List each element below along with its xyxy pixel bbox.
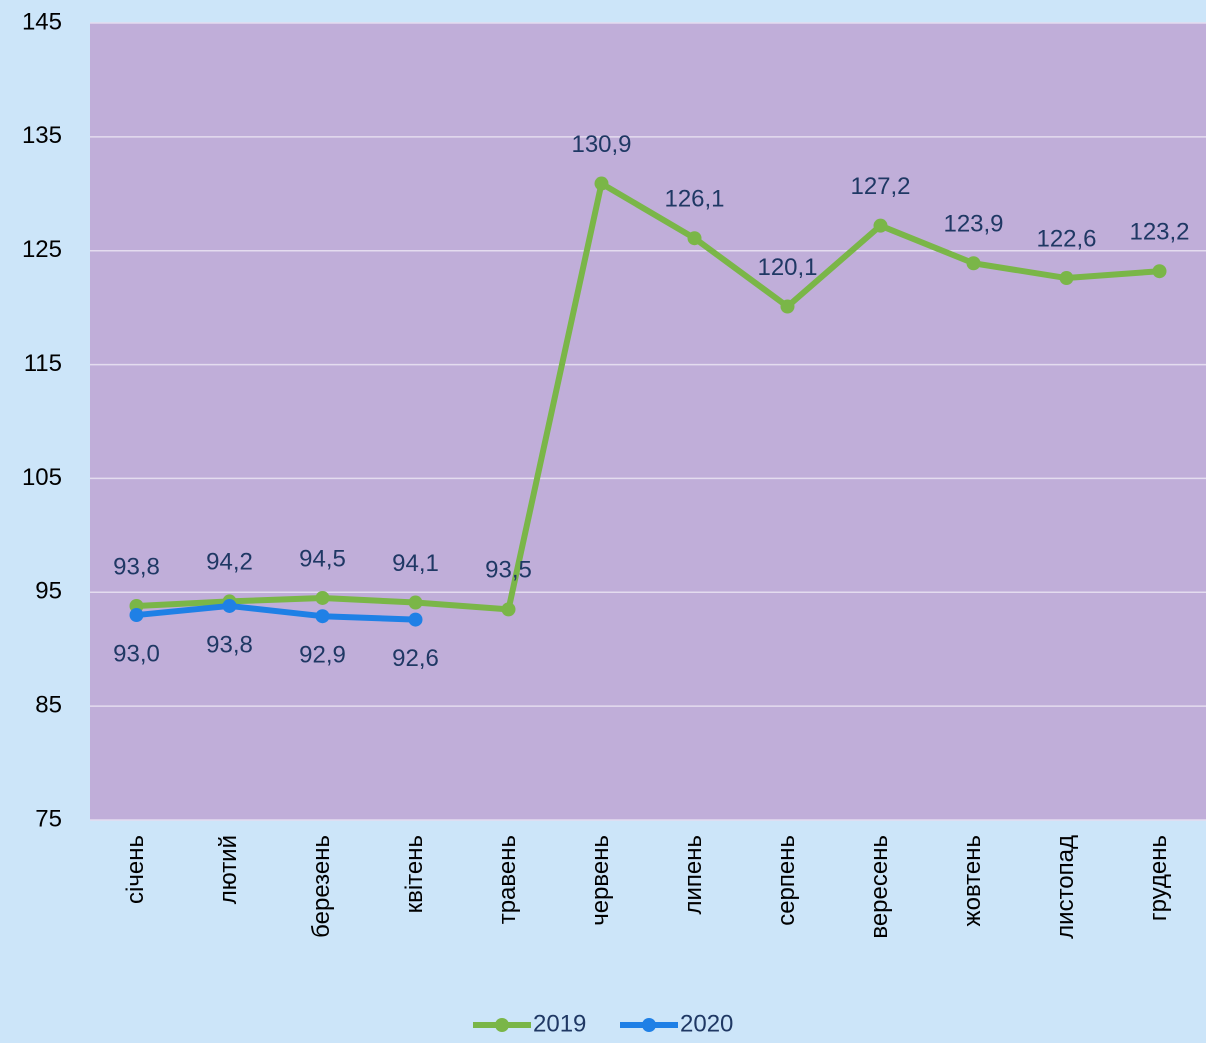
data-label: 122,6 — [1036, 225, 1096, 252]
point — [408, 595, 423, 610]
series-line — [136, 602, 416, 623]
x-tick-label: липень — [680, 835, 707, 915]
data-label: 126,1 — [664, 186, 724, 213]
x-tick-label: грудень — [1145, 835, 1172, 921]
legend-label: 2019 — [533, 1010, 586, 1037]
data-label: 123,2 — [1129, 219, 1189, 246]
data-label: 93,8 — [113, 553, 160, 580]
data-label: 92,9 — [299, 642, 346, 669]
point — [966, 256, 981, 271]
y-tick-label: 85 — [35, 691, 62, 718]
point — [501, 602, 516, 617]
data-label: 120,1 — [757, 254, 817, 281]
point — [594, 176, 609, 191]
data-label: 93,5 — [485, 557, 532, 584]
legend-marker — [642, 1018, 656, 1032]
y-tick-label: 145 — [22, 8, 62, 35]
point — [873, 218, 888, 233]
point — [780, 299, 795, 314]
point — [222, 598, 237, 613]
data-label: 92,6 — [392, 645, 439, 672]
series-line — [136, 180, 1160, 613]
point — [1152, 264, 1167, 279]
x-tick-label: травень — [494, 835, 521, 924]
x-tick-label: листопад — [1052, 835, 1079, 939]
data-label: 93,8 — [206, 631, 253, 658]
data-label: 94,1 — [392, 550, 439, 577]
y-tick-label: 95 — [35, 578, 62, 605]
x-tick-label: лютий — [215, 835, 242, 904]
data-label: 123,9 — [943, 211, 1003, 238]
data-label: 127,2 — [850, 173, 910, 200]
data-label: 94,5 — [299, 545, 346, 572]
y-tick-label: 75 — [35, 805, 62, 832]
point — [408, 612, 423, 627]
x-tick-label: січень — [122, 835, 149, 904]
point — [315, 590, 330, 605]
plot-area — [90, 23, 1206, 820]
legend-marker — [495, 1018, 509, 1032]
y-tick-label: 135 — [22, 122, 62, 149]
y-tick-label: 105 — [22, 464, 62, 491]
data-label: 94,2 — [206, 549, 253, 576]
data-label: 130,9 — [571, 131, 631, 158]
x-tick-label: березень — [308, 835, 335, 938]
point — [129, 608, 144, 623]
data-label: 93,0 — [113, 640, 160, 667]
legend-label: 2020 — [680, 1010, 733, 1037]
x-tick-label: червень — [587, 835, 614, 926]
x-tick-label: жовтень — [959, 835, 986, 926]
point — [1059, 271, 1074, 286]
x-tick-label: квітень — [401, 835, 428, 913]
y-tick-label: 115 — [24, 350, 62, 377]
point — [687, 231, 702, 246]
x-tick-label: вересень — [866, 835, 893, 939]
point — [315, 609, 330, 624]
x-tick-label: серпень — [773, 835, 800, 926]
y-tick-label: 125 — [22, 236, 62, 263]
